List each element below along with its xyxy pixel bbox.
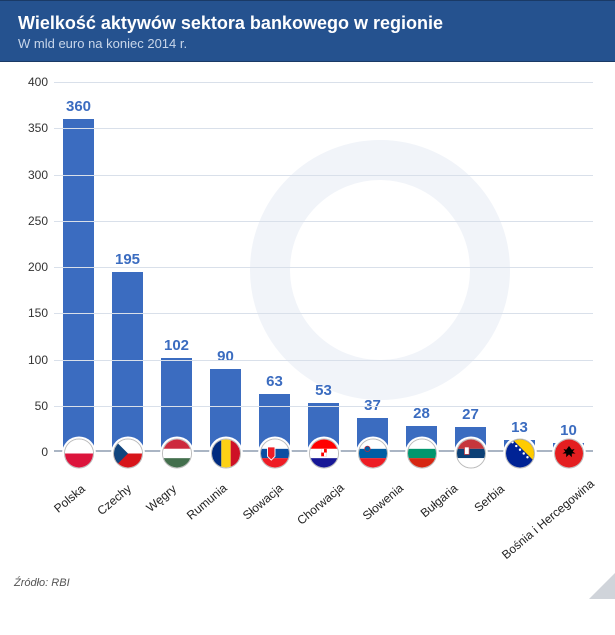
flag-icon xyxy=(64,439,94,469)
y-tick-label: 350 xyxy=(12,121,48,135)
flag-icon xyxy=(456,439,486,469)
grid-line xyxy=(54,128,593,129)
bar-bulgaria: 28 xyxy=(401,405,442,452)
flag-icon xyxy=(505,439,535,469)
bar-rect xyxy=(112,272,144,452)
flag-icon xyxy=(407,439,437,469)
y-tick-label: 50 xyxy=(12,399,48,413)
flag-icon xyxy=(358,439,388,469)
bar-value-label: 13 xyxy=(511,419,528,436)
y-tick-label: 150 xyxy=(12,306,48,320)
y-tick-label: 400 xyxy=(12,75,48,89)
bar-albania: 10 xyxy=(548,422,589,452)
bar-hungary: 102 xyxy=(156,337,197,452)
bar-poland: 360 xyxy=(58,98,99,452)
bar-value-label: 102 xyxy=(164,337,189,354)
x-axis-label: Bośnia i Hercegowina xyxy=(534,447,615,606)
flag-icon xyxy=(554,439,584,469)
chart-title: Wielkość aktywów sektora bankowego w reg… xyxy=(18,13,597,34)
flag-icon xyxy=(309,439,339,469)
bar-value-label: 53 xyxy=(315,382,332,399)
grid-line xyxy=(54,313,593,314)
grid-line xyxy=(54,360,593,361)
chart-subtitle: W mld euro na koniec 2014 r. xyxy=(18,36,597,51)
y-tick-label: 200 xyxy=(12,260,48,274)
y-tick-label: 300 xyxy=(12,168,48,182)
bar-bosnia: 13 xyxy=(499,419,540,452)
bar-slovakia: 63 xyxy=(254,373,295,452)
plot-region: 3601951029063533728271310 05010015020025… xyxy=(54,82,593,452)
bar-romania: 90 xyxy=(205,348,246,452)
y-tick-label: 250 xyxy=(12,214,48,228)
bar-czech: 195 xyxy=(107,251,148,452)
grid-line xyxy=(54,267,593,268)
y-tick-label: 0 xyxy=(12,445,48,459)
flag-icon xyxy=(162,439,192,469)
bar-value-label: 28 xyxy=(413,405,430,422)
bar-croatia: 53 xyxy=(303,382,344,452)
bar-value-label: 10 xyxy=(560,422,577,439)
bar-rect xyxy=(63,119,95,452)
grid-line xyxy=(54,82,593,83)
bar-serbia: 27 xyxy=(450,406,491,452)
y-tick-label: 100 xyxy=(12,353,48,367)
bar-value-label: 90 xyxy=(217,348,234,365)
grid-line xyxy=(54,221,593,222)
bar-value-label: 63 xyxy=(266,373,283,390)
chart-area: 3601951029063533728271310 05010015020025… xyxy=(0,62,615,584)
flag-icon xyxy=(113,439,143,469)
grid-line xyxy=(54,175,593,176)
bar-value-label: 195 xyxy=(115,251,140,268)
chart-header: Wielkość aktywów sektora bankowego w reg… xyxy=(0,0,615,62)
flag-icon xyxy=(260,439,290,469)
x-axis-labels: PolskaCzechyWęgryRumuniaSłowacjaChorwacj… xyxy=(54,474,593,584)
bar-value-label: 360 xyxy=(66,98,91,115)
bar-value-label: 27 xyxy=(462,406,479,423)
grid-line xyxy=(54,406,593,407)
flag-icon xyxy=(211,439,241,469)
